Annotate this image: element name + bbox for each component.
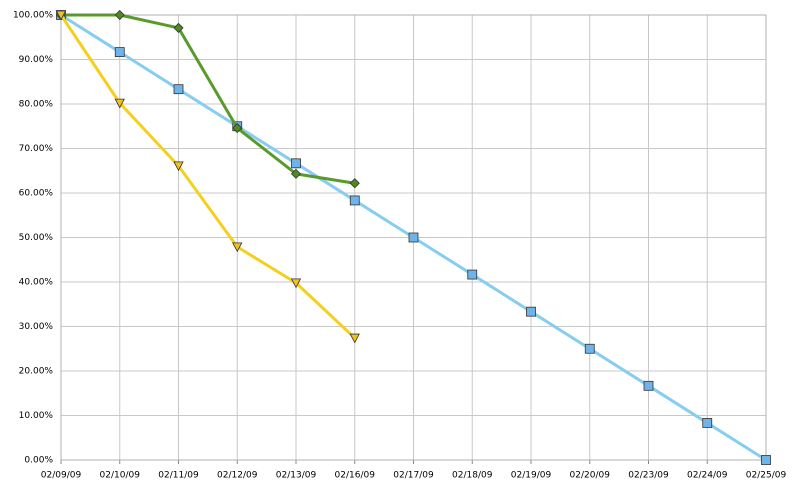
data-point <box>232 242 243 253</box>
data-point <box>702 418 713 428</box>
y-tick-label: 50.00% <box>19 233 54 243</box>
data-point <box>761 455 771 465</box>
data-point <box>55 10 67 21</box>
data-point <box>643 380 654 391</box>
data-point <box>114 9 125 21</box>
data-point <box>114 47 125 57</box>
series-line <box>59 14 356 340</box>
data-point <box>408 232 419 243</box>
data-point <box>349 195 360 206</box>
data-point <box>584 343 595 354</box>
series-line <box>61 13 355 185</box>
data-point <box>173 84 184 95</box>
x-tick-label: 02/24/09 <box>687 471 728 481</box>
y-tick-label: 30.00% <box>19 322 54 332</box>
y-tick-label: 70.00% <box>19 144 54 154</box>
y-tick-label: 80.00% <box>19 100 54 110</box>
x-tick-label: 02/09/09 <box>41 471 82 481</box>
data-point <box>173 22 184 33</box>
x-tick-label: 02/23/09 <box>628 471 669 481</box>
data-point <box>349 333 360 344</box>
x-tick-label: 02/18/09 <box>452 471 493 481</box>
x-tick-label: 02/25/09 <box>746 471 787 481</box>
data-point <box>467 269 478 280</box>
data-point <box>349 178 360 189</box>
x-tick-label: 02/19/09 <box>511 471 552 481</box>
data-point <box>290 278 302 289</box>
y-tick-label: 10.00% <box>19 411 54 421</box>
x-tick-label: 02/17/09 <box>393 471 434 481</box>
y-tick-label: 100.00% <box>13 11 53 21</box>
data-point <box>232 122 243 134</box>
x-tick-label: 02/13/09 <box>276 471 317 481</box>
y-tick-label: 40.00% <box>19 278 54 288</box>
plot-frame <box>60 14 767 461</box>
y-tick-label: 0.00% <box>24 456 53 466</box>
data-point <box>173 161 184 172</box>
x-tick-label: 02/11/09 <box>158 471 199 481</box>
y-tick-label: 90.00% <box>19 55 54 65</box>
x-tick-label: 02/12/09 <box>217 471 258 481</box>
data-point <box>290 168 302 179</box>
x-tick-label: 02/16/09 <box>335 471 376 481</box>
x-tick-label: 02/20/09 <box>570 471 611 481</box>
data-point <box>526 306 536 317</box>
data-point <box>114 98 125 109</box>
data-point <box>291 158 301 169</box>
y-tick-label: 20.00% <box>19 367 54 377</box>
x-tick-label: 02/10/09 <box>100 471 141 481</box>
y-tick-label: 60.00% <box>19 189 54 199</box>
